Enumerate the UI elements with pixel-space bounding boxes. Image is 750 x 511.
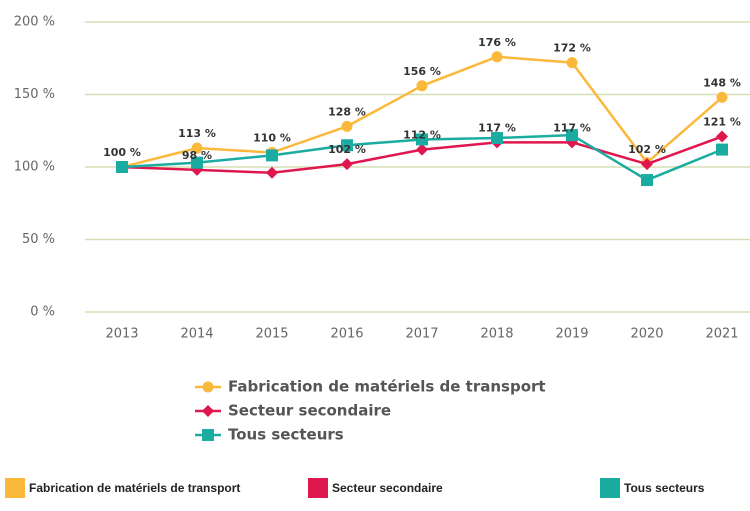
marker	[416, 80, 428, 92]
marker	[341, 120, 353, 132]
marker	[202, 429, 214, 441]
data-label: 121 %	[703, 116, 741, 129]
x-tick-label: 2014	[180, 327, 213, 342]
legend-label: Fabrication de matériels de transport	[29, 481, 241, 495]
legend-label: Fabrication de matériels de transport	[228, 378, 546, 396]
marker	[566, 129, 578, 142]
marker	[202, 381, 214, 393]
marker	[716, 130, 728, 143]
y-tick-label: 200 %	[14, 15, 55, 30]
marker	[341, 139, 353, 152]
y-tick-label: 150 %	[14, 87, 55, 102]
marker	[716, 143, 728, 156]
x-tick-label: 2021	[705, 327, 738, 342]
marker	[202, 405, 214, 417]
marker	[491, 132, 503, 144]
marker	[191, 142, 203, 154]
marker	[341, 158, 353, 171]
data-label: 117 %	[553, 121, 591, 134]
y-tick-label: 100 %	[14, 160, 55, 175]
marker	[566, 57, 578, 69]
data-label: 117 %	[478, 121, 516, 134]
marker	[266, 149, 278, 162]
legend-label: Secteur secondaire	[332, 481, 443, 495]
legend-label: Secteur secondaire	[228, 402, 391, 420]
marker	[641, 174, 653, 187]
data-label: 98 %	[182, 149, 212, 162]
marker	[491, 51, 503, 63]
x-tick-label: 2018	[480, 327, 513, 342]
data-label: 110 %	[253, 132, 291, 145]
x-tick-label: 2020	[630, 327, 663, 342]
data-label: 176 %	[478, 36, 516, 49]
data-label: 148 %	[703, 76, 741, 89]
data-label: 128 %	[328, 105, 366, 118]
marker	[116, 161, 128, 173]
legend-label: Tous secteurs	[624, 481, 705, 495]
legend-swatch	[308, 478, 328, 498]
legend-item: Fabrication de matériels de transport	[195, 378, 546, 396]
x-tick-label: 2019	[555, 327, 588, 342]
legend-item: Secteur secondaire	[195, 402, 391, 420]
marker	[416, 143, 428, 156]
legend-item: Secteur secondaire	[308, 478, 443, 498]
x-tick-label: 2017	[405, 327, 438, 342]
marker	[191, 156, 203, 169]
legend-item: Tous secteurs	[600, 478, 704, 498]
data-label: 100 %	[103, 146, 141, 159]
x-tick-label: 2013	[105, 327, 138, 342]
data-label: 112 %	[403, 129, 441, 142]
legend-label: Tous secteurs	[228, 426, 344, 444]
legend-item: Tous secteurs	[195, 426, 344, 444]
marker	[641, 158, 653, 171]
data-label: 102 %	[628, 143, 666, 156]
chart: 0 % 50 % 100 % 150 % 200 % 2013 2014 2015 2016 20…	[14, 15, 750, 444]
bottom-legend: Fabrication de matériels de transport Sec…	[0, 478, 750, 511]
legend-swatch	[600, 478, 620, 498]
data-label: 113 %	[178, 127, 216, 140]
data-label: 172 %	[553, 42, 591, 55]
x-tick-label: 2016	[330, 327, 363, 342]
x-tick-label: 2015	[255, 327, 288, 342]
marker	[266, 166, 278, 179]
y-tick-label: 0 %	[30, 305, 55, 320]
data-label: 102 %	[328, 143, 366, 156]
marker	[416, 133, 428, 146]
legend-item: Fabrication de matériels de transport	[5, 478, 240, 498]
marker	[716, 91, 728, 103]
y-tick-label: 50 %	[22, 232, 55, 247]
data-label: 156 %	[403, 65, 441, 78]
legend-swatch	[5, 478, 25, 498]
